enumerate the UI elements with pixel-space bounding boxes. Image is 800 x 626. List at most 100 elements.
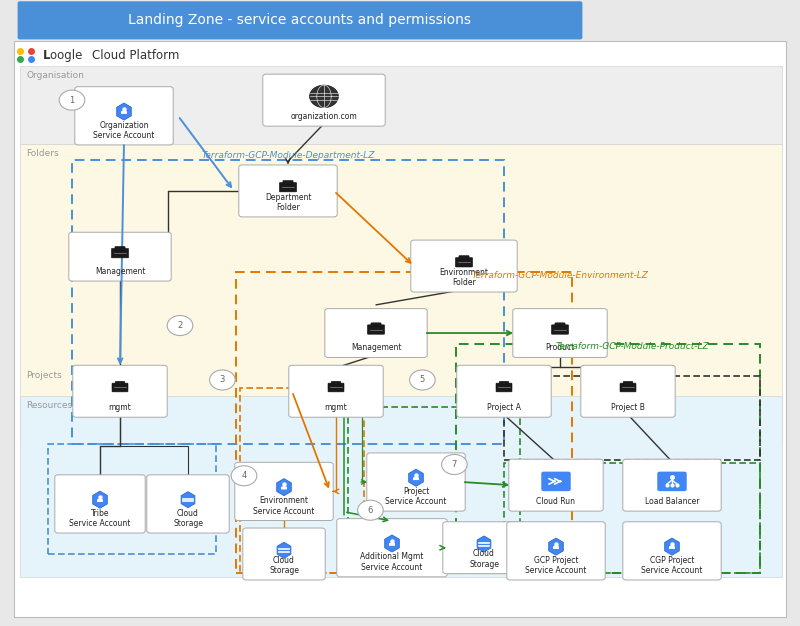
Text: Organisation: Organisation (26, 71, 84, 80)
FancyBboxPatch shape (581, 366, 675, 417)
FancyBboxPatch shape (73, 366, 167, 417)
FancyBboxPatch shape (509, 459, 603, 511)
Text: 7: 7 (452, 460, 457, 469)
Text: Cloud
Storage: Cloud Storage (269, 556, 299, 575)
Text: Environment
Service Account: Environment Service Account (254, 496, 314, 516)
Text: 1: 1 (70, 96, 74, 105)
Text: Folders: Folders (26, 149, 59, 158)
FancyBboxPatch shape (262, 74, 386, 126)
Polygon shape (549, 538, 563, 555)
FancyBboxPatch shape (289, 366, 383, 417)
FancyBboxPatch shape (513, 309, 607, 357)
FancyBboxPatch shape (283, 180, 293, 185)
Polygon shape (93, 491, 107, 508)
Circle shape (358, 500, 383, 520)
Polygon shape (409, 470, 423, 486)
Text: Tribe
Service Account: Tribe Service Account (70, 509, 130, 528)
Text: 3: 3 (220, 376, 225, 384)
Text: 4: 4 (242, 471, 246, 480)
Polygon shape (669, 545, 675, 549)
Text: Terraform-GCP-Module-Department-LZ: Terraform-GCP-Module-Department-LZ (202, 151, 374, 160)
Polygon shape (413, 476, 419, 480)
FancyBboxPatch shape (54, 475, 146, 533)
FancyBboxPatch shape (455, 258, 473, 267)
FancyBboxPatch shape (20, 66, 782, 144)
Polygon shape (181, 491, 195, 508)
Text: Project B: Project B (611, 403, 645, 412)
Polygon shape (553, 545, 559, 549)
FancyBboxPatch shape (457, 366, 551, 417)
Text: Landing Zone - service accounts and permissions: Landing Zone - service accounts and perm… (129, 13, 471, 28)
Text: Terraform-GCP-Module-Product-LZ: Terraform-GCP-Module-Product-LZ (555, 342, 709, 351)
Polygon shape (97, 498, 103, 502)
Text: Load Balancer: Load Balancer (645, 497, 699, 506)
FancyBboxPatch shape (18, 1, 582, 39)
Text: CGP Project
Service Account: CGP Project Service Account (642, 556, 702, 575)
Polygon shape (281, 486, 287, 490)
FancyBboxPatch shape (115, 381, 125, 385)
FancyBboxPatch shape (235, 462, 333, 521)
Text: Management: Management (94, 267, 146, 276)
Text: Cloud Platform: Cloud Platform (92, 49, 179, 61)
Text: oogle: oogle (50, 49, 86, 61)
Text: Department
Folder: Department Folder (265, 193, 311, 212)
Text: Additional Mgmt
Service Account: Additional Mgmt Service Account (360, 553, 424, 572)
Polygon shape (277, 542, 291, 558)
Text: Organization
Service Account: Organization Service Account (94, 121, 154, 140)
FancyBboxPatch shape (325, 309, 427, 357)
Text: Cloud
Storage: Cloud Storage (469, 550, 499, 568)
FancyBboxPatch shape (111, 249, 129, 258)
FancyBboxPatch shape (112, 383, 128, 392)
FancyBboxPatch shape (542, 471, 570, 491)
Text: Project A: Project A (487, 403, 521, 412)
Polygon shape (665, 538, 679, 555)
FancyBboxPatch shape (555, 323, 565, 327)
FancyBboxPatch shape (551, 325, 569, 334)
Polygon shape (277, 479, 291, 496)
Text: organization.com: organization.com (290, 112, 358, 121)
Text: 5: 5 (420, 376, 425, 384)
FancyBboxPatch shape (620, 383, 636, 392)
Text: Projects: Projects (26, 371, 62, 380)
FancyBboxPatch shape (496, 383, 512, 392)
FancyBboxPatch shape (115, 247, 125, 250)
Circle shape (231, 466, 257, 486)
FancyBboxPatch shape (328, 383, 344, 392)
FancyBboxPatch shape (243, 528, 325, 580)
Circle shape (442, 454, 467, 475)
FancyBboxPatch shape (367, 325, 385, 334)
Circle shape (210, 370, 235, 390)
FancyBboxPatch shape (279, 183, 297, 192)
FancyBboxPatch shape (14, 41, 786, 617)
Polygon shape (385, 535, 399, 552)
Circle shape (59, 90, 85, 110)
Text: Management: Management (350, 344, 402, 352)
FancyBboxPatch shape (238, 165, 338, 217)
Text: Environment
Folder: Environment Folder (439, 268, 489, 287)
Text: Product: Product (546, 344, 574, 352)
Text: Resources: Resources (26, 401, 73, 409)
FancyBboxPatch shape (337, 518, 447, 577)
Polygon shape (389, 542, 395, 546)
FancyBboxPatch shape (331, 381, 341, 385)
Polygon shape (477, 536, 491, 552)
Text: Cloud
Storage: Cloud Storage (173, 509, 203, 528)
Circle shape (167, 316, 193, 336)
Polygon shape (121, 110, 127, 114)
FancyBboxPatch shape (20, 144, 782, 441)
FancyBboxPatch shape (411, 240, 517, 292)
Circle shape (410, 370, 435, 390)
FancyBboxPatch shape (622, 459, 722, 511)
FancyBboxPatch shape (507, 522, 605, 580)
FancyBboxPatch shape (371, 323, 381, 327)
FancyBboxPatch shape (443, 522, 525, 573)
Text: GCP Project
Service Account: GCP Project Service Account (526, 556, 586, 575)
FancyBboxPatch shape (622, 522, 722, 580)
FancyBboxPatch shape (69, 232, 171, 281)
Text: Cloud Run: Cloud Run (537, 497, 575, 506)
FancyBboxPatch shape (623, 381, 633, 385)
Polygon shape (117, 103, 131, 120)
Text: Terraform-GCP-Module-Environment-LZ: Terraform-GCP-Module-Environment-LZ (471, 272, 649, 280)
FancyBboxPatch shape (366, 453, 466, 511)
Text: 2: 2 (178, 321, 182, 330)
